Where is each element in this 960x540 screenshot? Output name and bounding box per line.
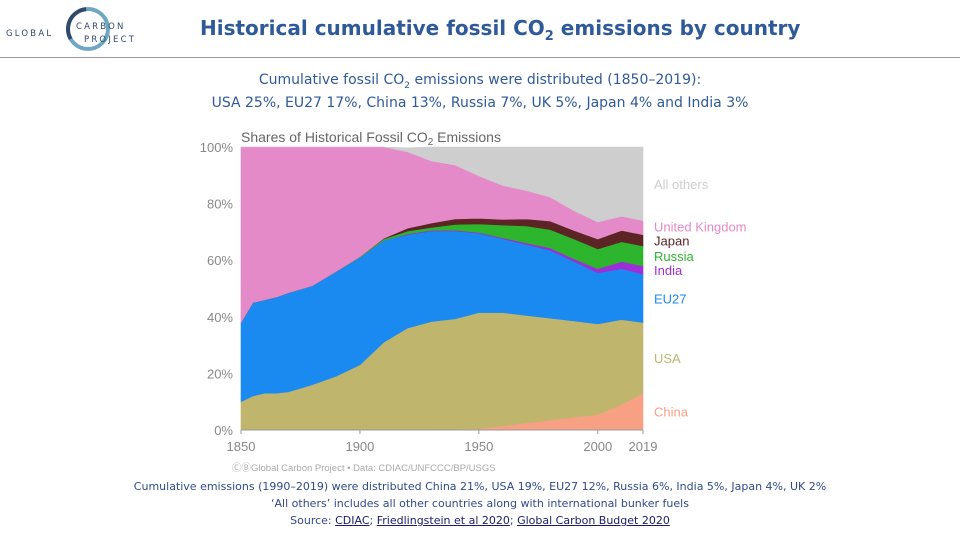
link-global-carbon-budget[interactable]: Global Carbon Budget 2020	[517, 514, 670, 527]
y-tick-label: 80%	[207, 197, 233, 212]
footer-note-1: Cumulative emissions (1990–2019) were di…	[133, 480, 827, 493]
logo-word-project: PROJECT	[84, 35, 137, 45]
label-eu27: EU27	[654, 291, 687, 306]
global-carbon-project-logo: GLOBAL CARBON PROJECT	[6, 4, 136, 56]
link-friedlingstein[interactable]: Friedlingstein et al 2020	[376, 514, 510, 527]
x-tick-label: 1950	[464, 439, 493, 454]
y-tick-label: 40%	[207, 310, 233, 325]
y-tick-label: 60%	[207, 253, 233, 268]
footer-source: Source: CDIAC; Friedlingstein et al 2020…	[290, 514, 670, 527]
subtitle-line-1: Cumulative fossil CO2 emissions were dis…	[258, 72, 702, 91]
label-all-others: All others	[654, 177, 709, 192]
label-russia: Russia	[654, 249, 695, 264]
label-japan: Japan	[654, 233, 689, 248]
x-tick-label: 1850	[227, 439, 256, 454]
y-tick-label: 20%	[207, 366, 233, 381]
page-title: Historical cumulative fossil CO2 emissio…	[200, 16, 801, 44]
logo-word-carbon: CARBON	[76, 22, 126, 32]
y-tick-label: 0%	[214, 423, 233, 438]
logo-word-global: GLOBAL	[6, 29, 54, 39]
chart-source-note: ⒸⒷGlobal Carbon Project • Data: CDIAC/UN…	[232, 463, 496, 474]
area-all-others	[241, 146, 644, 223]
label-united-kingdom: United Kingdom	[654, 219, 747, 234]
chart-title: Shares of Historical Fossil CO2 Emission…	[241, 129, 501, 148]
label-china: China	[654, 405, 689, 420]
x-tick-label: 2019	[629, 439, 658, 454]
logo-ring-icon	[66, 7, 110, 51]
label-india: India	[654, 263, 683, 278]
title-divider	[0, 57, 960, 58]
y-tick-label: 100%	[200, 140, 234, 155]
footer-note-2: ‘All others’ includes all other countrie…	[271, 497, 689, 510]
label-usa: USA	[654, 351, 681, 366]
x-tick-label: 1900	[345, 439, 374, 454]
x-tick-label: 2000	[583, 439, 612, 454]
stacked-area-chart: Shares of Historical Fossil CO2 Emission…	[200, 129, 747, 474]
link-cdiac[interactable]: CDIAC	[335, 514, 370, 527]
subtitle-line-2: USA 25%, EU27 17%, China 13%, Russia 7%,…	[211, 95, 749, 111]
